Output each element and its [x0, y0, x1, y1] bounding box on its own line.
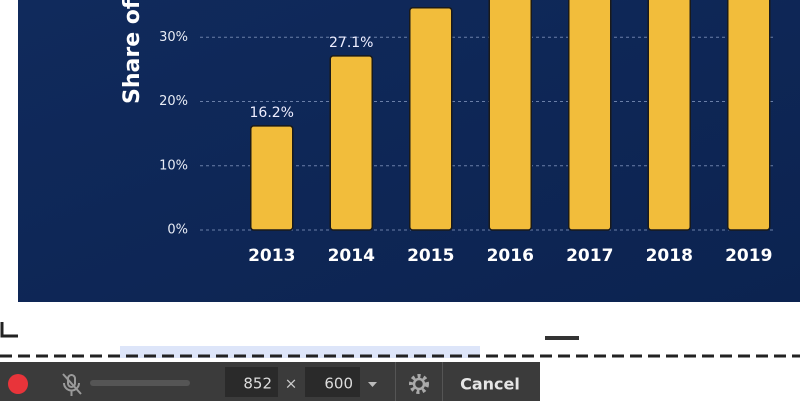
width-value: 852 — [243, 375, 272, 393]
y-tick-label: 0% — [167, 223, 188, 238]
y-axis-label: Share of — [120, 0, 145, 104]
record-button[interactable] — [8, 374, 28, 394]
x-tick-label: 2019 — [725, 246, 772, 266]
volume-slider[interactable] — [90, 380, 190, 386]
bar — [488, 0, 532, 231]
divider — [395, 362, 396, 401]
bar — [250, 125, 294, 231]
page-fragment — [545, 336, 579, 340]
cancel-button[interactable]: Cancel — [460, 375, 520, 394]
mic-toggle[interactable] — [62, 373, 82, 396]
data-label: 16.2% — [250, 105, 294, 121]
bar — [329, 55, 373, 231]
page-fragment — [0, 322, 18, 338]
x-tick-label: 2018 — [646, 246, 693, 266]
bar — [568, 0, 612, 231]
x-tick-label: 2017 — [566, 246, 613, 266]
y-tick-label: 30% — [159, 30, 188, 45]
x-tick-label: 2013 — [248, 246, 295, 266]
width-input[interactable] — [225, 367, 278, 397]
bar — [727, 0, 771, 231]
x-tick-label: 2015 — [407, 246, 454, 266]
bar — [409, 6, 453, 231]
bar — [647, 0, 691, 231]
x-tick-label: 2016 — [487, 246, 534, 266]
chart: Share of 0% 10% 20% 30% 2013 16.2% 2014 27.1% 20… — [120, 0, 775, 266]
settings-button[interactable] — [409, 374, 429, 394]
size-dropdown[interactable] — [368, 382, 377, 387]
x-tick-label: 2014 — [328, 246, 375, 266]
height-value: 600 — [324, 375, 353, 393]
recorder-toolbar: 852 × 600 Cancel — [0, 362, 540, 401]
y-tick-label: 10% — [159, 158, 188, 173]
y-tick-label: 20% — [159, 94, 188, 109]
divider — [442, 362, 443, 401]
data-label: 27.1% — [329, 35, 373, 51]
height-input[interactable] — [305, 367, 360, 397]
size-separator: × — [285, 375, 298, 393]
